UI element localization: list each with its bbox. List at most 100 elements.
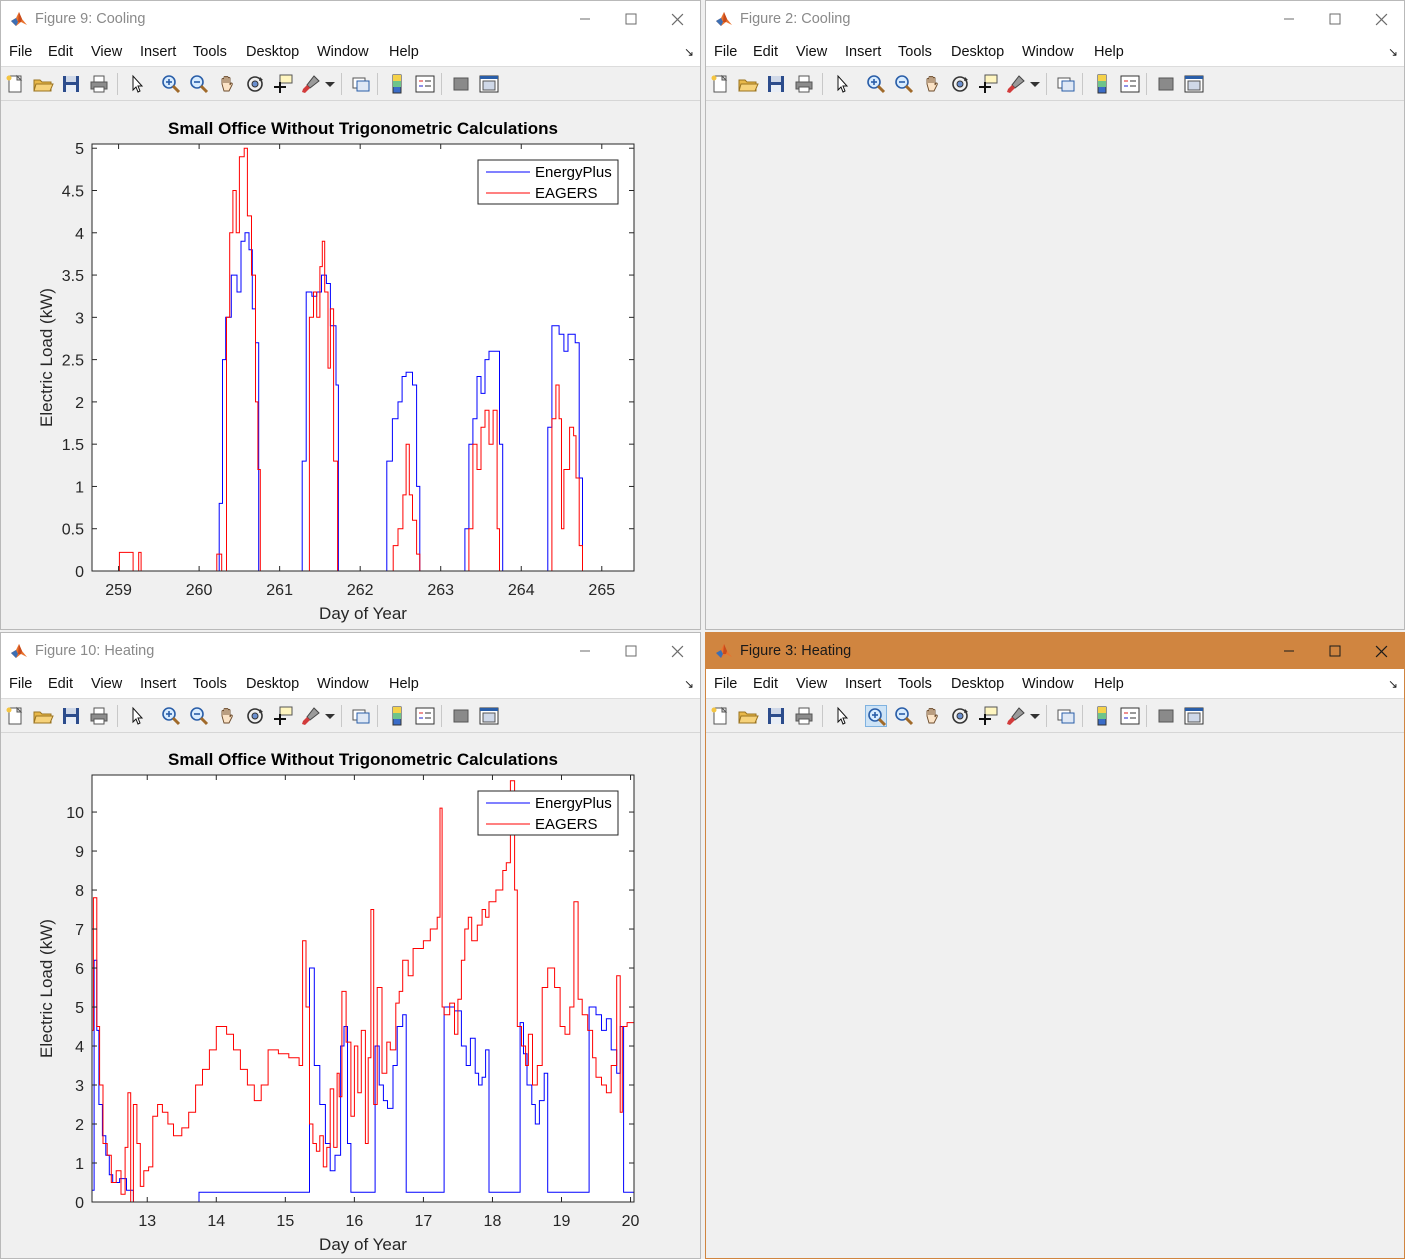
menu-file[interactable]: File: [714, 44, 738, 60]
data-cursor-button[interactable]: [977, 705, 999, 727]
print-button[interactable]: [793, 705, 815, 727]
close-button[interactable]: [654, 1, 700, 37]
menu-help[interactable]: Help: [389, 676, 419, 692]
legend-button[interactable]: [414, 705, 436, 727]
zoom-in-button[interactable]: [160, 73, 182, 95]
pan-hand-button[interactable]: [921, 705, 943, 727]
minimize-button[interactable]: [562, 633, 608, 669]
menu-desktop[interactable]: Desktop: [951, 44, 1005, 60]
rotate-3d-button[interactable]: [949, 73, 971, 95]
pointer-button[interactable]: [126, 73, 148, 95]
open-file-button[interactable]: [737, 73, 759, 95]
colorbar-button[interactable]: [1091, 73, 1113, 95]
pointer-button[interactable]: [126, 705, 148, 727]
show-plot-tools-button[interactable]: [1183, 73, 1205, 95]
zoom-out-button[interactable]: [188, 705, 210, 727]
title-bar[interactable]: Figure 10: Heating: [1, 633, 700, 669]
menu-edit[interactable]: Edit: [753, 676, 778, 692]
title-bar[interactable]: Figure 3: Heating: [706, 633, 1404, 669]
rotate-3d-button[interactable]: [244, 73, 266, 95]
chart-svg[interactable]: 0 1 2 3 4 5 6 7 8 9 10 13 14 15 16 17 18 19 20 Small Office…: [1, 733, 701, 1259]
hide-plot-tools-button[interactable]: [450, 73, 472, 95]
minimize-button[interactable]: [562, 1, 608, 37]
menu-desktop[interactable]: Desktop: [951, 676, 1005, 692]
new-figure-button[interactable]: [4, 73, 26, 95]
pointer-button[interactable]: [831, 73, 853, 95]
zoom-out-button[interactable]: [893, 705, 915, 727]
maximize-button[interactable]: [1312, 633, 1358, 669]
zoom-in-button[interactable]: [865, 73, 887, 95]
menu-edit[interactable]: Edit: [753, 44, 778, 60]
menu-insert[interactable]: Insert: [845, 676, 882, 692]
menu-tools[interactable]: Tools: [898, 676, 932, 692]
zoom-out-button[interactable]: [188, 73, 210, 95]
close-button[interactable]: [1358, 1, 1404, 37]
dock-arrow-icon[interactable]: ↘: [683, 677, 694, 691]
dock-arrow-icon[interactable]: ↘: [1387, 45, 1398, 59]
menu-insert[interactable]: Insert: [845, 44, 882, 60]
menu-help[interactable]: Help: [389, 44, 419, 60]
save-button[interactable]: [765, 705, 787, 727]
rotate-3d-button[interactable]: [244, 705, 266, 727]
show-plot-tools-button[interactable]: [478, 73, 500, 95]
link-plot-button[interactable]: [1055, 705, 1077, 727]
brush-button[interactable]: [300, 705, 322, 727]
chart-svg[interactable]: 02468101314151617181920Small Office With…: [706, 733, 1405, 1259]
menu-view[interactable]: View: [796, 44, 828, 60]
menu-view[interactable]: View: [91, 676, 123, 692]
legend[interactable]: EnergyPlus EAGERS: [477, 159, 619, 205]
menu-help[interactable]: Help: [1094, 44, 1124, 60]
dock-arrow-icon[interactable]: ↘: [683, 45, 694, 59]
legend-button[interactable]: [414, 73, 436, 95]
zoom-in-button[interactable]: [865, 705, 887, 727]
save-button[interactable]: [765, 73, 787, 95]
minimize-button[interactable]: [1266, 633, 1312, 669]
menu-edit[interactable]: Edit: [48, 44, 73, 60]
menu-file[interactable]: File: [714, 676, 738, 692]
data-cursor-button[interactable]: [977, 73, 999, 95]
data-cursor-button[interactable]: [272, 705, 294, 727]
chart-svg[interactable]: 0 0.5 1 1.5 2 2.5 3 3.5 4 4.5 5 259 260 261 262 263 264 2…: [1, 101, 701, 630]
brush-dropdown-button[interactable]: [324, 705, 336, 727]
link-plot-button[interactable]: [350, 705, 372, 727]
brush-button[interactable]: [1005, 705, 1027, 727]
print-button[interactable]: [88, 73, 110, 95]
save-button[interactable]: [60, 705, 82, 727]
menu-help[interactable]: Help: [1094, 676, 1124, 692]
pan-hand-button[interactable]: [921, 73, 943, 95]
legend-button[interactable]: [1119, 73, 1141, 95]
menu-tools[interactable]: Tools: [898, 44, 932, 60]
open-file-button[interactable]: [32, 705, 54, 727]
brush-button[interactable]: [300, 73, 322, 95]
rotate-3d-button[interactable]: [949, 705, 971, 727]
close-button[interactable]: [1358, 633, 1404, 669]
legend-button[interactable]: [1119, 705, 1141, 727]
menu-window[interactable]: Window: [317, 44, 369, 60]
new-figure-button[interactable]: [4, 705, 26, 727]
link-plot-button[interactable]: [350, 73, 372, 95]
brush-dropdown-button[interactable]: [1029, 73, 1041, 95]
maximize-button[interactable]: [608, 633, 654, 669]
show-plot-tools-button[interactable]: [478, 705, 500, 727]
pan-hand-button[interactable]: [216, 705, 238, 727]
close-button[interactable]: [654, 633, 700, 669]
menu-window[interactable]: Window: [1022, 44, 1074, 60]
open-file-button[interactable]: [737, 705, 759, 727]
minimize-button[interactable]: [1266, 1, 1312, 37]
menu-window[interactable]: Window: [317, 676, 369, 692]
brush-dropdown-button[interactable]: [324, 73, 336, 95]
hide-plot-tools-button[interactable]: [1155, 705, 1177, 727]
maximize-button[interactable]: [608, 1, 654, 37]
maximize-button[interactable]: [1312, 1, 1358, 37]
menu-tools[interactable]: Tools: [193, 44, 227, 60]
legend[interactable]: EnergyPlus EAGERS: [477, 790, 619, 836]
zoom-out-button[interactable]: [893, 73, 915, 95]
menu-window[interactable]: Window: [1022, 676, 1074, 692]
show-plot-tools-button[interactable]: [1183, 705, 1205, 727]
menu-view[interactable]: View: [91, 44, 123, 60]
colorbar-button[interactable]: [1091, 705, 1113, 727]
print-button[interactable]: [88, 705, 110, 727]
menu-insert[interactable]: Insert: [140, 676, 177, 692]
menu-view[interactable]: View: [796, 676, 828, 692]
dock-arrow-icon[interactable]: ↘: [1387, 677, 1398, 691]
